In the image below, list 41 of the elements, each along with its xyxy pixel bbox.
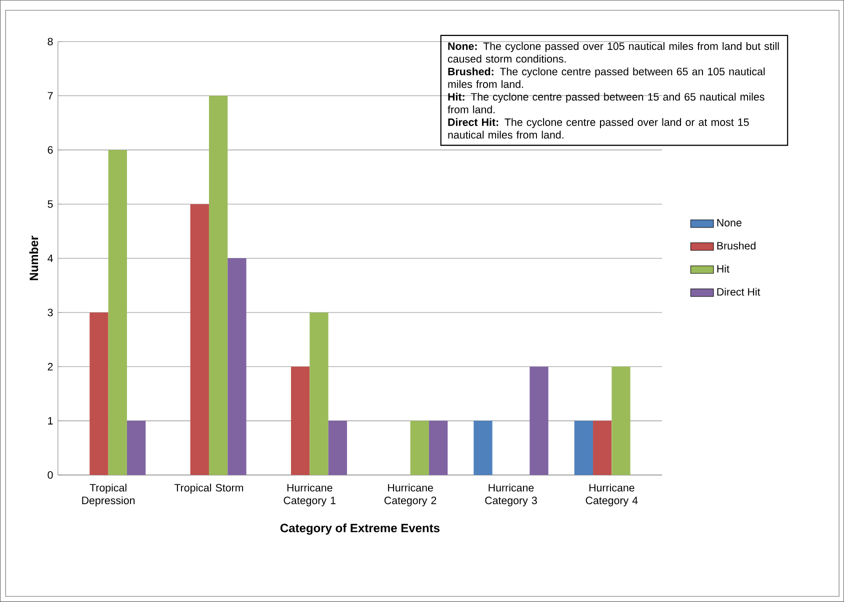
x-tick-label: Hurricane Category 1 <box>284 484 336 506</box>
bar <box>90 312 108 476</box>
y-tick-label: 0 <box>48 471 53 479</box>
x-tick-label: Hurricane Category 4 <box>586 484 638 506</box>
annotation: None: The cyclone passed over 105 nautical miles from land but still caused storm conditions. <box>448 42 779 63</box>
bar <box>228 258 246 476</box>
y-tick-label: 4 <box>48 254 53 262</box>
annotation: Hit: The cyclone centre passed between 15 and 65 nautical miles from land. <box>448 92 764 114</box>
bar <box>429 420 448 476</box>
bar <box>574 420 594 476</box>
legend-label: None <box>717 219 742 226</box>
bar <box>190 204 209 476</box>
y-tick-label: 8 <box>48 38 53 46</box>
y-tick-label: 6 <box>48 146 53 154</box>
x-tick-label: Hurricane Category 2 <box>384 484 436 506</box>
bar <box>474 420 492 476</box>
bar <box>126 420 146 476</box>
bar <box>208 96 228 476</box>
y-tick-label: 3 <box>48 308 53 316</box>
bar <box>290 366 310 476</box>
y-axis-title: Number <box>29 236 38 280</box>
x-tick-label: Hurricane Category 3 <box>485 484 537 506</box>
legend-label: Direct Hit <box>717 288 760 296</box>
bar <box>108 150 127 476</box>
bar <box>328 420 347 476</box>
legend-label: Brushed <box>717 242 756 250</box>
x-tick-label: Tropical Storm <box>174 484 244 494</box>
bar <box>530 366 548 476</box>
bar <box>612 366 630 476</box>
y-tick-label: 2 <box>48 362 53 370</box>
bar <box>593 420 612 476</box>
x-axis-title: Category of Extreme Events <box>280 523 440 535</box>
x-tick-label: Tropical Depression <box>82 484 135 506</box>
y-tick-label: 7 <box>48 92 53 100</box>
bar <box>310 312 328 476</box>
bar <box>410 420 429 476</box>
annotation: Brushed: The cyclone centre passed between 65 an 105 nautical miles from land. <box>448 67 765 88</box>
y-tick-label: 5 <box>48 200 53 208</box>
y-tick-label: 1 <box>48 417 53 425</box>
legend-label: Hit <box>717 264 730 273</box>
annotation: Direct Hit: The cyclone centre passed over land or at most 15 nautical miles from land. <box>448 118 749 139</box>
